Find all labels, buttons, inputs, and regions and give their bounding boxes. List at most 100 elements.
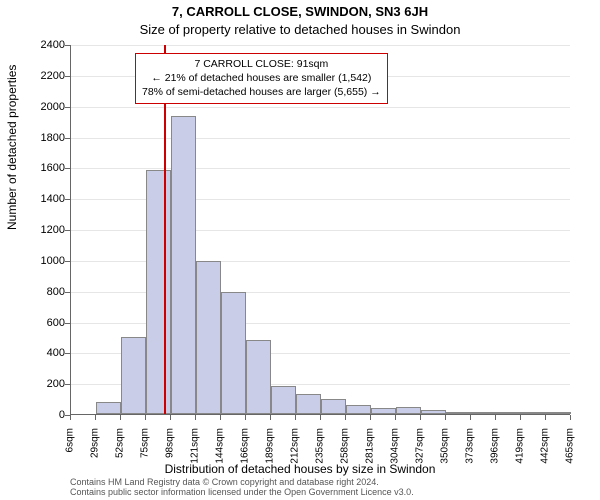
footnote-line2: Contains public sector information licen… bbox=[70, 488, 414, 498]
x-tick-label: 327sqm bbox=[415, 428, 426, 464]
x-tick-mark bbox=[370, 415, 371, 420]
histogram-bar bbox=[321, 399, 346, 414]
histogram-bar bbox=[346, 405, 371, 414]
y-tick-mark bbox=[65, 45, 70, 46]
y-tick-label: 2000 bbox=[25, 101, 65, 113]
y-tick-mark bbox=[65, 168, 70, 169]
footnote: Contains HM Land Registry data © Crown c… bbox=[70, 478, 414, 498]
x-tick-mark bbox=[145, 415, 146, 420]
y-tick-mark bbox=[65, 261, 70, 262]
x-tick-label: 373sqm bbox=[465, 428, 476, 464]
x-tick-label: 419sqm bbox=[515, 428, 526, 464]
x-tick-label: 212sqm bbox=[290, 428, 301, 464]
histogram-bar bbox=[446, 412, 471, 414]
x-tick-mark bbox=[445, 415, 446, 420]
y-tick-mark bbox=[65, 353, 70, 354]
y-tick-mark bbox=[65, 384, 70, 385]
x-tick-label: 52sqm bbox=[115, 428, 126, 458]
x-tick-mark bbox=[420, 415, 421, 420]
x-tick-mark bbox=[495, 415, 496, 420]
histogram-bar bbox=[421, 410, 446, 414]
y-tick-label: 600 bbox=[25, 317, 65, 329]
histogram-bar bbox=[196, 261, 221, 414]
histogram-bar bbox=[546, 412, 571, 414]
x-tick-mark bbox=[395, 415, 396, 420]
y-tick-mark bbox=[65, 138, 70, 139]
y-tick-label: 1400 bbox=[25, 193, 65, 205]
y-tick-label: 800 bbox=[25, 286, 65, 298]
y-tick-mark bbox=[65, 292, 70, 293]
x-tick-label: 396sqm bbox=[490, 428, 501, 464]
histogram-bar bbox=[521, 412, 546, 414]
annotation-box: 7 CARROLL CLOSE: 91sqm← 21% of detached … bbox=[135, 53, 388, 104]
x-tick-label: 442sqm bbox=[540, 428, 551, 464]
y-tick-label: 1200 bbox=[25, 224, 65, 236]
chart-container: 7, CARROLL CLOSE, SWINDON, SN3 6JH Size … bbox=[0, 0, 600, 500]
x-tick-mark bbox=[170, 415, 171, 420]
histogram-bar bbox=[96, 402, 121, 414]
annotation-line3: 78% of semi-detached houses are larger (… bbox=[142, 85, 381, 99]
histogram-bar bbox=[471, 412, 496, 414]
histogram-bar bbox=[246, 340, 271, 414]
gridline-h bbox=[71, 107, 570, 108]
x-tick-label: 304sqm bbox=[390, 428, 401, 464]
histogram-bar bbox=[171, 116, 196, 414]
x-tick-mark bbox=[220, 415, 221, 420]
y-tick-mark bbox=[65, 415, 70, 416]
y-tick-label: 1000 bbox=[25, 255, 65, 267]
x-tick-label: 121sqm bbox=[190, 428, 201, 464]
x-tick-mark bbox=[70, 415, 71, 420]
x-tick-label: 281sqm bbox=[365, 428, 376, 464]
x-tick-mark bbox=[545, 415, 546, 420]
x-tick-label: 166sqm bbox=[240, 428, 251, 464]
x-tick-mark bbox=[520, 415, 521, 420]
y-tick-mark bbox=[65, 107, 70, 108]
x-tick-label: 75sqm bbox=[140, 428, 151, 458]
y-axis-title: Number of detached properties bbox=[5, 65, 19, 230]
histogram-bar bbox=[371, 408, 396, 414]
histogram-bar bbox=[296, 394, 321, 414]
gridline-h bbox=[71, 168, 570, 169]
annotation-line2: ← 21% of detached houses are smaller (1,… bbox=[142, 71, 381, 85]
histogram-bar bbox=[146, 170, 171, 414]
x-tick-mark bbox=[195, 415, 196, 420]
gridline-h bbox=[71, 138, 570, 139]
y-tick-label: 200 bbox=[25, 378, 65, 390]
y-tick-label: 0 bbox=[25, 409, 65, 421]
histogram-bar bbox=[496, 412, 521, 414]
chart-title-address: 7, CARROLL CLOSE, SWINDON, SN3 6JH bbox=[0, 4, 600, 19]
x-tick-mark bbox=[320, 415, 321, 420]
x-tick-label: 29sqm bbox=[90, 428, 101, 458]
y-tick-label: 2400 bbox=[25, 39, 65, 51]
x-tick-mark bbox=[470, 415, 471, 420]
y-tick-mark bbox=[65, 323, 70, 324]
x-tick-label: 6sqm bbox=[65, 428, 76, 452]
x-tick-label: 144sqm bbox=[215, 428, 226, 464]
x-tick-label: 235sqm bbox=[315, 428, 326, 464]
y-tick-label: 1800 bbox=[25, 132, 65, 144]
y-tick-label: 1600 bbox=[25, 162, 65, 174]
histogram-bar bbox=[121, 337, 146, 414]
x-axis-title: Distribution of detached houses by size … bbox=[0, 462, 600, 476]
y-tick-mark bbox=[65, 199, 70, 200]
histogram-bar bbox=[396, 407, 421, 414]
gridline-h bbox=[71, 45, 570, 46]
histogram-bar bbox=[271, 386, 296, 414]
annotation-line1: 7 CARROLL CLOSE: 91sqm bbox=[142, 57, 381, 71]
histogram-bar bbox=[221, 292, 246, 414]
y-tick-label: 400 bbox=[25, 347, 65, 359]
chart-subtitle: Size of property relative to detached ho… bbox=[0, 22, 600, 37]
x-tick-mark bbox=[95, 415, 96, 420]
x-tick-label: 465sqm bbox=[565, 428, 576, 464]
x-tick-mark bbox=[120, 415, 121, 420]
x-tick-label: 98sqm bbox=[165, 428, 176, 458]
x-tick-mark bbox=[295, 415, 296, 420]
x-tick-mark bbox=[570, 415, 571, 420]
x-tick-label: 189sqm bbox=[265, 428, 276, 464]
y-tick-mark bbox=[65, 76, 70, 77]
y-tick-label: 2200 bbox=[25, 70, 65, 82]
x-tick-mark bbox=[245, 415, 246, 420]
x-tick-mark bbox=[270, 415, 271, 420]
y-tick-mark bbox=[65, 230, 70, 231]
x-tick-label: 350sqm bbox=[440, 428, 451, 464]
